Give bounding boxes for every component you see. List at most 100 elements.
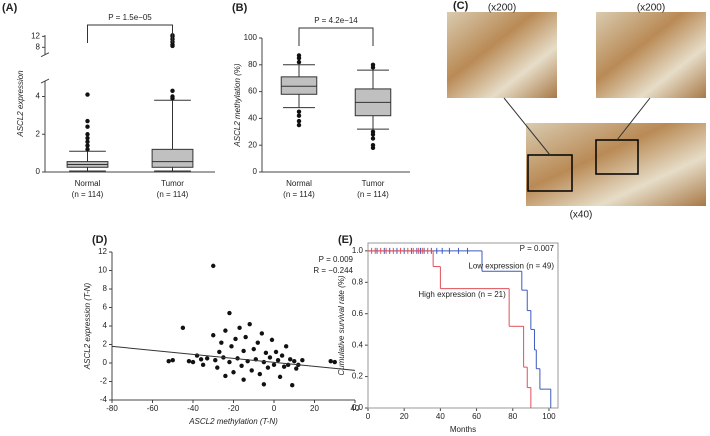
point — [273, 349, 279, 355]
point — [213, 358, 218, 363]
point — [231, 370, 236, 375]
panel-label: (C) — [453, 0, 469, 12]
point — [328, 358, 333, 364]
point — [200, 362, 206, 368]
caption: (x40) — [570, 210, 593, 221]
point — [227, 359, 232, 365]
y-tick-label: 4 — [103, 321, 108, 330]
outlier — [370, 129, 376, 134]
point — [186, 358, 192, 364]
p-value: P = 0.007 — [520, 244, 555, 253]
outlier — [370, 143, 376, 148]
y-tick-label: 0.0 — [352, 403, 364, 412]
point — [223, 373, 228, 379]
x-tick-sublabel: (n = 114) — [72, 190, 104, 199]
y-tick-label: 8 — [103, 284, 108, 293]
panel-label: (B) — [232, 2, 248, 14]
point — [211, 263, 216, 269]
y-tick-label: 0 — [253, 167, 258, 176]
point — [233, 336, 238, 342]
x-tick-label: 20 — [400, 412, 409, 421]
significance-bracket — [87, 24, 173, 43]
micrograph — [596, 12, 706, 98]
outlier — [370, 62, 376, 67]
y-tick-label: 0 — [103, 358, 108, 367]
point — [194, 353, 200, 358]
point — [261, 382, 267, 387]
x-tick-label: -20 — [228, 404, 240, 413]
point — [243, 334, 248, 340]
point — [292, 358, 297, 364]
point — [241, 377, 246, 382]
x-tick-sublabel: (n = 114) — [357, 190, 389, 199]
panel-label: (A) — [2, 2, 18, 14]
x-axis-label: ASCL2 methylation (T-N) — [188, 417, 278, 426]
y-tick-label: 20 — [248, 140, 257, 149]
plot-frame — [367, 242, 559, 409]
outlier — [296, 109, 302, 114]
point — [249, 368, 254, 373]
y-tick-label: 2 — [103, 340, 108, 349]
outlier — [296, 118, 302, 124]
point — [290, 383, 295, 388]
point — [170, 358, 175, 363]
annotation: P = 0.009 — [319, 255, 354, 264]
axis-break — [40, 52, 50, 58]
y-tick-label: -4 — [100, 395, 108, 404]
outlier — [296, 113, 302, 118]
point — [300, 358, 305, 363]
annotation: R = −0.244 — [313, 266, 353, 275]
point — [229, 344, 234, 349]
x-tick-label: -40 — [187, 404, 199, 413]
outlier — [85, 124, 90, 129]
point — [279, 353, 285, 358]
point — [180, 325, 186, 331]
panel-label: (D) — [92, 234, 108, 246]
point — [190, 359, 196, 365]
point — [263, 350, 269, 356]
outlier — [85, 135, 90, 141]
point — [204, 356, 210, 361]
x-tick-label: 40 — [436, 412, 445, 421]
point — [211, 333, 216, 338]
point — [166, 358, 171, 364]
y-axis-label: Cumulative survival rate (%) — [337, 275, 346, 375]
x-tick-label: Tumor — [161, 179, 184, 188]
outlier — [370, 136, 376, 141]
x-tick-label: Tumor — [362, 179, 385, 188]
x-tick-label: 100 — [542, 412, 556, 421]
p-value: P = 1.5e−05 — [108, 13, 152, 22]
y-tick-label: 6 — [103, 303, 108, 312]
point — [332, 359, 337, 365]
x-tick-label: -80 — [106, 404, 118, 413]
point — [198, 357, 204, 362]
p-value: P = 4.2e−14 — [314, 16, 358, 25]
x-tick-label: Normal — [75, 179, 101, 188]
significance-bracket — [298, 27, 374, 46]
x-tick-label: 60 — [472, 412, 481, 421]
point — [247, 321, 252, 327]
point — [283, 344, 289, 349]
x-tick-label: 40 — [351, 404, 360, 413]
point — [288, 357, 293, 362]
point — [261, 359, 267, 365]
outlier — [170, 94, 175, 99]
outlier — [296, 122, 302, 128]
outlier — [296, 53, 302, 58]
zoom-arrow — [503, 97, 551, 156]
y-axis-label: ASCL2 methylation (%) — [233, 63, 242, 147]
micrograph — [526, 123, 706, 206]
caption: (x200) — [488, 3, 516, 14]
fit-line — [111, 345, 356, 371]
x-tick-label: 80 — [508, 412, 517, 421]
outlier — [85, 92, 90, 97]
x-tick-label: 0 — [272, 404, 277, 413]
box — [280, 76, 318, 95]
outlier — [85, 139, 90, 144]
point — [241, 348, 246, 354]
point — [275, 358, 281, 363]
caption: (x200) — [637, 3, 665, 14]
y-tick-label: 100 — [244, 33, 258, 42]
point — [237, 325, 242, 331]
point — [217, 349, 222, 355]
